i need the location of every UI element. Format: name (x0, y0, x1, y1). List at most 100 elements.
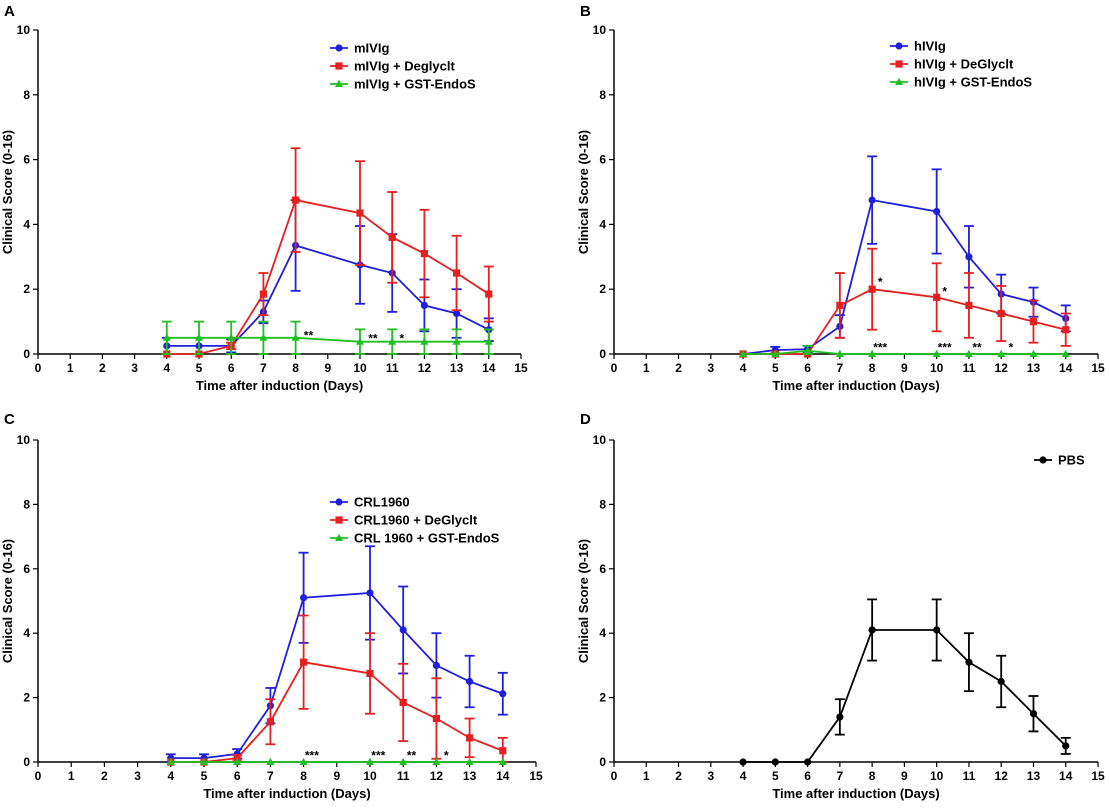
x-tick-label: 8 (869, 361, 876, 375)
data-point (1062, 326, 1070, 334)
significance-label: *** (873, 341, 887, 355)
series-mivig-deglyclt: mIVIg + Deglyclt (163, 59, 494, 358)
x-tick-label: 2 (675, 769, 682, 783)
x-tick-label: 14 (1059, 361, 1073, 375)
data-point (964, 349, 973, 357)
x-tick-label: 9 (901, 769, 908, 783)
data-point (499, 747, 507, 755)
x-tick-label: 4 (740, 361, 747, 375)
y-tick-label: 4 (599, 626, 606, 640)
data-point (965, 253, 973, 261)
x-tick-label: 10 (353, 361, 367, 375)
y-tick-label: 8 (23, 497, 30, 511)
data-point (432, 661, 440, 670)
x-tick-label: 0 (611, 769, 618, 783)
data-point (432, 757, 441, 765)
x-tick-label: 15 (1091, 769, 1105, 783)
x-axis-title: Time after induction (Days) (772, 378, 939, 393)
legend-label: hIVIg (914, 39, 946, 54)
y-tick-label: 2 (599, 691, 606, 705)
data-point (420, 249, 428, 258)
y-tick-label: 10 (17, 433, 31, 447)
x-tick-label: 1 (67, 361, 74, 375)
data-point (933, 207, 941, 216)
data-point (771, 758, 779, 766)
data-point (432, 714, 440, 723)
data-point (739, 349, 748, 357)
x-tick-label: 1 (68, 769, 75, 783)
y-tick-label: 8 (599, 497, 606, 511)
x-tick-label: 13 (1027, 361, 1041, 375)
data-point (1029, 349, 1038, 357)
series-line (743, 629, 1067, 763)
x-tick-label: 2 (101, 769, 108, 783)
x-tick-label: 14 (496, 769, 510, 783)
panel-letter: D (580, 411, 591, 428)
x-tick-label: 5 (772, 769, 779, 783)
x-tick-label: 6 (804, 361, 811, 375)
y-tick-label: 6 (23, 562, 30, 576)
series-line (166, 336, 489, 343)
y-tick-label: 10 (593, 23, 607, 37)
legend-label: CRL1960 (354, 495, 410, 510)
legend-marker (335, 44, 343, 52)
x-tick-label: 7 (837, 769, 844, 783)
significance-label: * (942, 285, 947, 299)
x-tick-label: 3 (707, 769, 714, 783)
x-tick-label: 15 (529, 769, 543, 783)
data-point (868, 285, 876, 293)
significance-label: ** (407, 749, 417, 763)
y-tick-label: 0 (599, 755, 606, 769)
data-point (965, 301, 973, 309)
data-point (836, 301, 844, 309)
y-tick-label: 4 (23, 217, 30, 231)
series-pbs: PBS (739, 453, 1085, 766)
y-tick-label: 0 (23, 347, 30, 361)
x-tick-label: 5 (196, 361, 203, 375)
data-point (739, 758, 747, 766)
data-point (292, 196, 300, 204)
data-point (1061, 349, 1070, 357)
data-point (498, 757, 507, 765)
x-tick-label: 14 (1059, 769, 1073, 783)
x-tick-label: 7 (267, 769, 274, 783)
y-tick-label: 4 (23, 626, 30, 640)
legend-marker (335, 533, 343, 541)
x-tick-label: 3 (134, 769, 141, 783)
x-tick-label: 5 (201, 769, 208, 783)
legend-label: CRL1960 + DeGlyclt (354, 513, 478, 528)
x-tick-label: 8 (300, 769, 307, 783)
data-point (933, 293, 941, 301)
y-tick-label: 8 (23, 88, 30, 102)
data-point (997, 677, 1005, 686)
x-tick-label: 4 (167, 769, 174, 783)
data-point (466, 734, 474, 742)
y-tick-label: 6 (599, 562, 606, 576)
data-point (997, 349, 1006, 357)
legend-label: hIVIg + DeGlyclt (914, 57, 1014, 72)
x-tick-label: 3 (131, 361, 138, 375)
legend-marker (335, 79, 343, 87)
data-point (266, 757, 275, 765)
data-point (932, 349, 941, 357)
x-tick-label: 12 (430, 769, 444, 783)
y-axis-title: Clinical Score (0-16) (0, 539, 15, 663)
data-point (466, 677, 474, 686)
x-tick-label: 1 (643, 769, 650, 783)
data-point (803, 346, 812, 354)
y-tick-label: 2 (23, 282, 30, 296)
legend-marker (335, 62, 343, 70)
data-point (388, 337, 397, 345)
x-tick-label: 1 (643, 361, 650, 375)
data-point (366, 589, 374, 597)
panel-letter: A (4, 3, 15, 20)
significance-label: *** (938, 341, 952, 355)
x-tick-label: 15 (1091, 361, 1105, 375)
data-point (933, 626, 941, 634)
data-point (1029, 710, 1038, 718)
data-point (804, 758, 812, 766)
